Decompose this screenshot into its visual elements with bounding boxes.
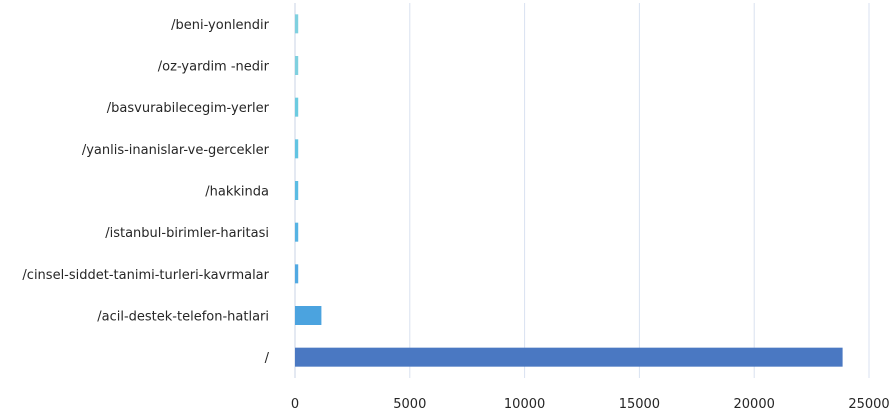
bar — [295, 222, 299, 242]
category-label: /oz-yardim -nedir — [158, 60, 270, 75]
x-tick-labels: 0 5000 10000 15000 20000 25000 — [291, 397, 890, 412]
bar — [295, 97, 299, 117]
category-labels: /beni-yonlendir/oz-yardim -nedir/basvura… — [22, 18, 269, 366]
grid-lines — [409, 3, 870, 378]
x-tick-label: 25000 — [848, 397, 889, 412]
category-label: /hakkinda — [205, 185, 269, 200]
category-label: /istanbul-birimler-haritasi — [105, 226, 269, 241]
bars — [295, 14, 843, 367]
category-label: /basvurabilecegim-yerler — [107, 101, 270, 116]
x-tick-label: 5000 — [393, 397, 426, 412]
bar — [295, 181, 299, 200]
category-label: / — [265, 351, 270, 366]
bar — [295, 347, 843, 367]
category-label: /beni-yonlendir — [171, 18, 270, 33]
category-label: /acil-destek-telefon-hatlari — [97, 310, 269, 325]
bar — [295, 139, 299, 159]
category-label: /cinsel-siddet-tanimi-turleri-kavrmalar — [22, 268, 269, 283]
x-tick-label: 15000 — [619, 397, 660, 412]
category-label: /yanlis-inanislar-ve-gercekler — [82, 143, 270, 158]
x-tick-label: 0 — [291, 397, 299, 412]
x-tick-label: 20000 — [734, 397, 775, 412]
bar — [295, 306, 322, 325]
bar — [295, 14, 299, 34]
bar — [295, 264, 299, 284]
x-tick-label: 10000 — [504, 397, 545, 412]
bar — [295, 56, 299, 75]
